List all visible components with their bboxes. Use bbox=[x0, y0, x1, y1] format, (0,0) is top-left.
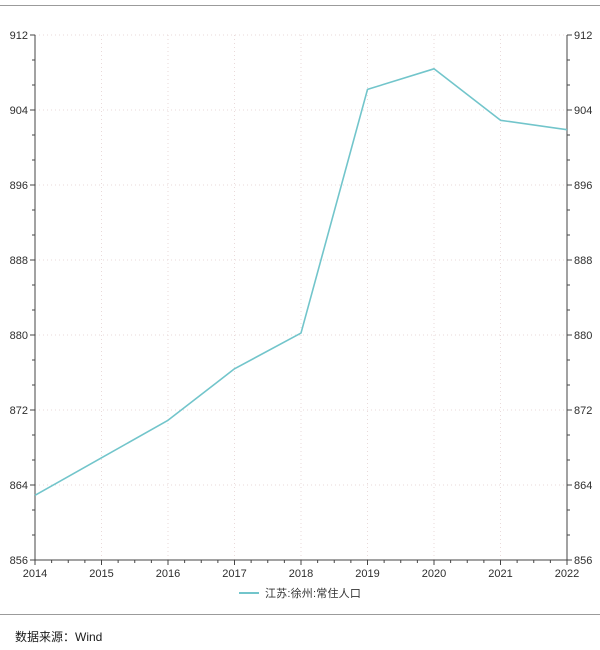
series-line bbox=[34, 68, 568, 496]
line-chart: 912 912 904 904 896 896 888 888 880 880 872 872 864 8… bbox=[10, 30, 593, 580]
x-tick-label: 2020 bbox=[422, 568, 446, 580]
y-tick-label-left: 896 bbox=[10, 180, 28, 192]
y-tick-label-right: 912 bbox=[574, 30, 592, 42]
x-tick-label: 2022 bbox=[555, 568, 579, 580]
y-tick-label-left: 912 bbox=[10, 30, 28, 42]
y-tick-label-right: 872 bbox=[574, 405, 592, 417]
legend: 江苏:徐州:常住人口 bbox=[0, 585, 600, 601]
y-tick-label-left: 904 bbox=[10, 105, 28, 117]
x-tick-label: 2019 bbox=[355, 568, 379, 580]
legend-label: 江苏:徐州:常住人口 bbox=[264, 588, 362, 600]
y-tick-label-right: 856 bbox=[574, 555, 592, 567]
x-tick-label: 2015 bbox=[89, 568, 113, 580]
y-tick-label-right: 864 bbox=[574, 480, 592, 492]
x-tick-label: 2014 bbox=[23, 568, 47, 580]
data-source: 数据来源：Wind bbox=[15, 628, 102, 645]
x-tick-label: 2021 bbox=[488, 568, 512, 580]
y-tick-label-right: 896 bbox=[574, 180, 592, 192]
y-tick-label-right: 888 bbox=[574, 255, 592, 267]
chart-canvas: 912 912 904 904 896 896 888 888 880 880 872 872 864 8… bbox=[10, 30, 593, 580]
data-source-label: 数据来源：Wind bbox=[15, 630, 103, 644]
x-tick-label: 2016 bbox=[156, 568, 180, 580]
y-tick-label-left: 872 bbox=[10, 405, 28, 417]
legend-line-swatch bbox=[238, 592, 259, 594]
x-tick-label: 2017 bbox=[222, 568, 246, 580]
bottom-divider bbox=[0, 614, 600, 615]
y-tick-label-right: 904 bbox=[574, 105, 592, 117]
y-tick-label-left: 864 bbox=[10, 480, 28, 492]
y-tick-label-right: 880 bbox=[574, 330, 592, 342]
top-divider bbox=[0, 5, 600, 6]
y-tick-label-left: 888 bbox=[10, 255, 28, 267]
y-tick-label-left: 880 bbox=[10, 330, 28, 342]
y-tick-label-left: 856 bbox=[10, 555, 28, 567]
x-tick-label: 2018 bbox=[289, 568, 313, 580]
